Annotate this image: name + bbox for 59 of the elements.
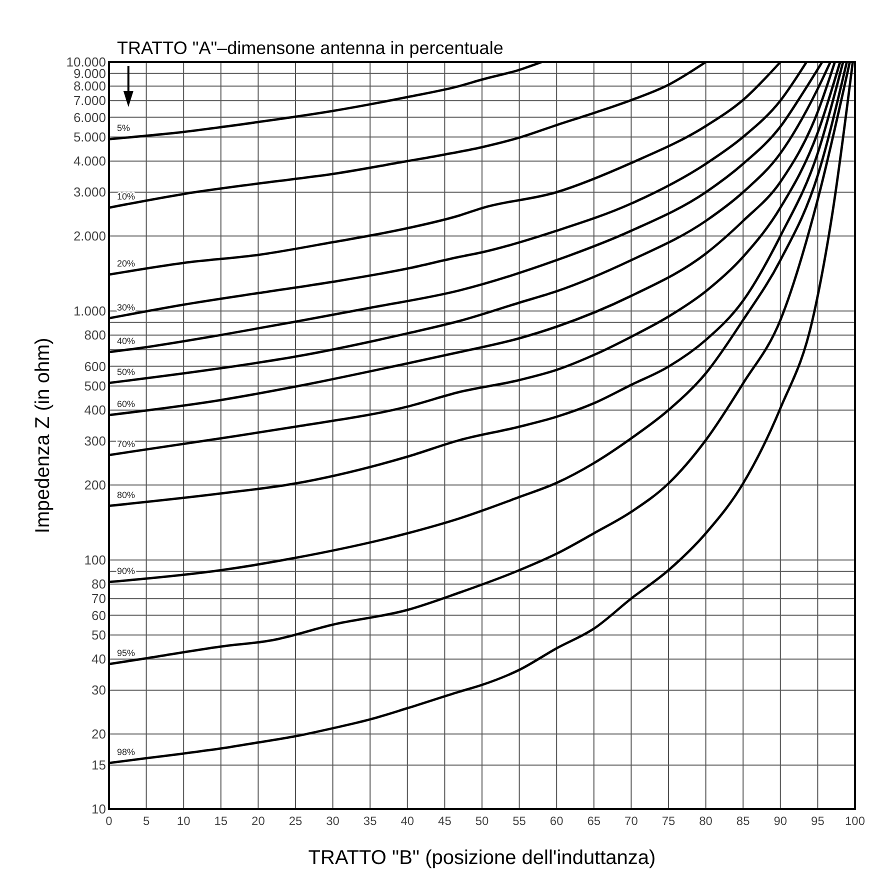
y-tick-label: 10 <box>92 802 106 817</box>
y-tick-label: 70 <box>92 591 106 606</box>
x-tick-label: 50 <box>475 814 489 828</box>
x-tick-label: 70 <box>624 814 638 828</box>
y-tick-label: 60 <box>92 608 106 623</box>
y-tick-label: 300 <box>84 434 106 449</box>
series-label: 98% <box>117 747 136 758</box>
chart-title: TRATTO "A"–dimensone antenna in percentuale <box>117 38 504 58</box>
y-tick-label: 4.000 <box>73 154 106 169</box>
y-tick-label: 40 <box>92 652 106 667</box>
x-axis-title: TRATTO "B" (posizione dell'induttanza) <box>308 847 656 869</box>
y-tick-label: 50 <box>92 628 106 643</box>
y-tick-label: 15 <box>92 758 106 773</box>
y-tick-label: 2.000 <box>73 228 106 244</box>
y-axis-title: Impedenza Z (in ohm) <box>32 338 54 534</box>
series-label: 50% <box>117 366 136 377</box>
y-tick-label: 1.000 <box>73 304 106 319</box>
x-tick-label: 65 <box>587 814 601 828</box>
y-tick-label: 400 <box>84 402 106 418</box>
y-tick-label: 8.000 <box>73 78 106 94</box>
y-tick-label: 5.000 <box>73 130 106 145</box>
x-tick-label: 80 <box>699 814 713 828</box>
x-tick-label: 100 <box>844 814 866 828</box>
x-tick-label: 55 <box>512 814 526 828</box>
x-tick-label: 90 <box>774 814 788 828</box>
y-tick-label: 500 <box>84 378 106 394</box>
y-tick-label: 6.000 <box>73 110 106 125</box>
x-tick-label: 75 <box>662 814 676 828</box>
series-label: 10% <box>117 192 136 202</box>
series-label: 70% <box>117 439 136 450</box>
x-tick-label: 0 <box>106 814 113 828</box>
series-label: 20% <box>117 258 136 269</box>
x-tick-label: 95 <box>811 814 825 828</box>
y-tick-label: 80 <box>92 576 106 592</box>
x-tick-label: 15 <box>214 814 228 828</box>
x-tick-label: 25 <box>288 814 302 828</box>
y-tick-label: 600 <box>84 358 106 374</box>
x-tick-label: 20 <box>252 814 266 828</box>
series-label: 40% <box>117 336 136 346</box>
x-tick-label: 85 <box>736 814 750 828</box>
series-label: 30% <box>117 302 136 312</box>
series-label: 95% <box>117 648 136 658</box>
y-tick-label: 30 <box>92 682 106 698</box>
x-tick-label: 45 <box>438 814 452 828</box>
x-tick-label: 5 <box>142 814 150 828</box>
x-tick-label: 30 <box>326 814 340 828</box>
y-tick-label: 20 <box>92 726 106 742</box>
x-tick-label: 40 <box>400 814 414 828</box>
series-label: 5% <box>117 123 130 134</box>
series-label: 60% <box>117 399 136 410</box>
y-tick-label: 200 <box>84 478 106 493</box>
x-tick-label: 35 <box>363 814 378 828</box>
y-tick-label: 7.000 <box>73 93 106 108</box>
x-tick-label: 60 <box>550 814 564 828</box>
x-tick-label: 10 <box>176 814 191 828</box>
series-label: 80% <box>117 490 136 500</box>
y-tick-label: 800 <box>84 328 106 343</box>
y-tick-label: 100 <box>84 552 106 568</box>
y-tick-label: 3.000 <box>73 184 106 200</box>
